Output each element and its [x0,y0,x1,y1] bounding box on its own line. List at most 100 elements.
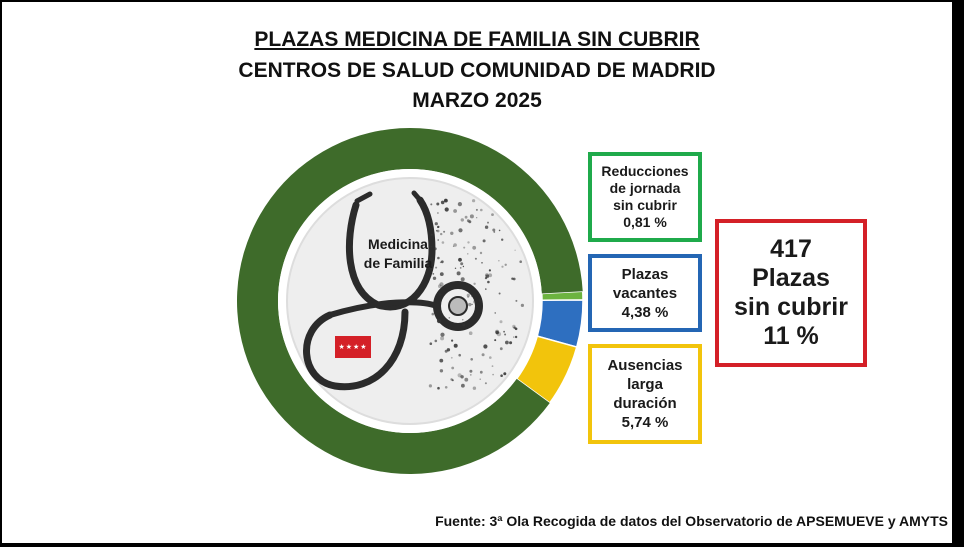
speck [450,231,454,235]
speck [448,317,451,319]
speck [430,245,433,248]
speck [458,257,462,262]
speck [489,356,492,359]
reductions-label-3: sin cubrir [613,197,677,213]
speck [492,373,494,376]
speck [434,247,437,251]
speck [488,269,491,272]
speck [450,378,453,381]
speck [460,277,465,282]
speck [446,348,451,352]
speck [436,318,442,324]
speck [437,386,440,390]
speck [439,358,444,363]
speck [493,231,496,233]
speck [472,199,476,203]
speck [459,267,462,269]
absences-label-1: Ausencias [607,357,683,374]
speck [453,343,458,348]
speck [444,386,448,389]
speck [498,260,500,262]
speck [504,333,507,336]
speck [511,277,514,280]
speck [473,282,476,285]
total-count: 417 [770,235,812,263]
speck [453,209,457,213]
total-label-2: sin cubrir [734,293,848,321]
madrid-flag-icon: ★★★★ [335,336,371,358]
speck [458,353,462,357]
speck [462,319,464,321]
speck [439,272,444,276]
speck [470,358,474,361]
vacancies-label-2: vacantes [612,284,678,302]
speck [512,324,516,329]
center-label: Medicina de Familia [355,235,441,273]
speck [478,298,482,302]
speck [514,335,518,339]
speck [468,302,472,307]
speck [460,218,464,222]
speck [475,305,478,308]
speck [467,295,470,298]
speck [484,382,487,385]
speck [462,323,466,327]
speck [444,207,449,212]
vacancies-value: 4,38 % [621,303,669,321]
speck [437,256,440,260]
speck [464,215,468,219]
speck [440,336,445,341]
speck [495,330,499,335]
speck [430,203,433,206]
speck [467,253,469,255]
speck [460,262,464,266]
speck [505,340,509,345]
legend-box-reductions: Reducciones de jornada sin cubrir 0,81 % [588,152,702,242]
speck [499,320,503,324]
speck [483,344,488,349]
speck [472,386,477,390]
speck [443,230,446,233]
reductions-label-1: Reducciones [601,163,689,179]
speck [435,229,438,232]
speck [432,273,435,275]
total-label-1: Plazas [752,264,830,292]
total-percent: 11 % [763,322,819,350]
absences-value: 5,74 % [621,414,669,431]
title-line-2: CENTROS DE SALUD COMUNIDAD DE MADRID [238,59,716,82]
speck [471,303,473,305]
absences-label-3: duración [613,395,677,412]
speck [468,220,472,224]
speck [466,293,470,297]
speck [438,293,440,295]
flag-stars: ★★★★ [338,344,368,351]
title-line-3: MARZO 2025 [412,89,542,112]
speck [469,369,473,373]
speck [481,353,485,357]
reductions-label-2: de jornada [609,180,681,196]
speck [485,273,489,277]
speck [519,260,522,264]
total-box: 417 Plazas sin cubrir 11 % [715,219,867,367]
speck [520,303,525,307]
speck [468,331,473,336]
speck [436,202,440,206]
donut-segments [236,128,584,475]
speck [454,267,457,269]
speck [440,200,445,205]
speck [482,239,486,243]
speck [441,241,445,244]
speck [460,375,464,379]
speck [430,233,433,236]
speck [495,329,500,334]
speck [487,221,489,224]
speck [498,229,501,232]
speck [500,374,503,378]
speck [463,246,466,249]
speck [432,276,437,280]
speck [503,372,507,376]
speck [501,238,504,241]
speck [487,280,490,284]
speck [469,214,474,219]
